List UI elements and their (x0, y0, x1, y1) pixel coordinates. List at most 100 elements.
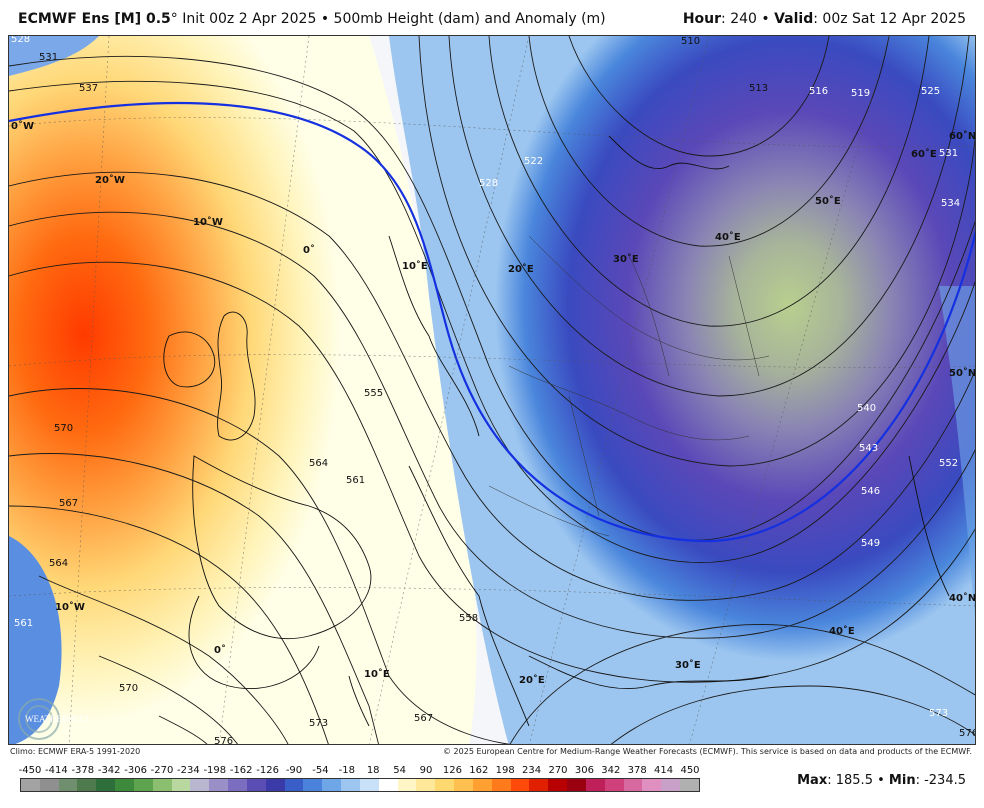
colorbar-swatch (416, 779, 436, 791)
colorbar-swatch (435, 779, 455, 791)
degree-symbol: ° (170, 11, 178, 27)
colorbar-tick-label: 54 (393, 765, 406, 776)
climo-credit: Climo: ECMWF ERA-5 1991-2020 (10, 747, 141, 756)
colorbar-tick-label: -162 (229, 765, 253, 776)
header-title: ECMWF Ens [M] 0.5° Init 00z 2 Apr 2025 •… (18, 11, 606, 27)
contour-540-line (9, 101, 975, 543)
bullet: • (877, 773, 885, 788)
colorbar-swatch (133, 779, 153, 791)
colorbar-swatch (454, 779, 473, 791)
lon-label: 20˚E (508, 263, 534, 275)
colorbar-tick-label: -342 (97, 765, 121, 776)
colorbar-swatch (585, 779, 605, 791)
lat-label: 40˚N (949, 592, 976, 604)
contour-label: 561 (14, 618, 33, 629)
contour-label: 573 (929, 708, 948, 719)
colorbar-ticks: -450 -414 -378 -342 -306 -270 -234 -198 -162 -126… (18, 765, 700, 777)
credits-bar: Climo: ECMWF ERA-5 1991-2020 © 2025 Euro… (8, 746, 976, 758)
graticule-labels: 0˚W 20˚W 10˚W 0˚ 10˚E 20˚E 30˚E 40˚E 50˚… (11, 120, 976, 686)
contour-labels: 510 513 516 519 522 525 528 531 534 537 … (11, 36, 976, 744)
contour-label: 567 (59, 498, 78, 509)
colorbar-swatch (567, 779, 586, 791)
colorbar-swatch (265, 779, 285, 791)
model-name: ECMWF Ens [M] 0.5 (18, 11, 171, 27)
colorbar-tick-label: 234 (522, 765, 542, 776)
colorbar-swatch (661, 779, 680, 791)
colorbar-swatch (378, 779, 398, 791)
colorbar-swatch (209, 779, 229, 791)
colorbar-swatch (604, 779, 624, 791)
lon-label: 40˚E (715, 231, 741, 243)
contour-label: 519 (851, 88, 870, 99)
colorbar-tick-label: -126 (256, 765, 279, 776)
lon-label: 30˚E (613, 253, 639, 265)
contour-label: 552 (939, 458, 958, 469)
header-valid: Hour: 240 • Valid: 00z Sat 12 Apr 2025 (683, 11, 966, 27)
contour-label: 513 (749, 83, 768, 94)
colorbar-tick-label: -90 (285, 765, 303, 776)
contour-label: 567 (414, 713, 433, 724)
colorbar-swatch (39, 779, 59, 791)
contour-label: 528 (11, 36, 30, 45)
hour-value: : 240 (721, 11, 757, 27)
colorbar-tick-label: -414 (45, 765, 68, 776)
colorbar-swatch (529, 779, 549, 791)
lat-label: 50˚N (949, 367, 976, 379)
coastlines (163, 135, 950, 727)
colorbar-swatch (284, 779, 304, 791)
colorbar-tick-label: 198 (495, 765, 515, 776)
contour-label: 561 (346, 475, 365, 486)
lon-label: 60˚E (911, 148, 937, 160)
colorbar-swatch (303, 779, 323, 791)
colorbar-tick-label: 378 (627, 765, 647, 776)
contour-label: 546 (861, 486, 880, 497)
colorbar-tick-label: -54 (312, 765, 329, 776)
max-value: : 185.5 (827, 773, 873, 788)
colorbar-swatch (246, 779, 266, 791)
lon-label: 10˚E (402, 260, 428, 272)
lon-label: 10˚W (193, 216, 223, 228)
lon-label: 40˚E (829, 625, 855, 637)
valid-value: : 00z Sat 12 Apr 2025 (813, 11, 966, 27)
colorbar-swatch (190, 779, 210, 791)
colorbar (20, 778, 700, 792)
colorbar-swatch (397, 779, 417, 791)
colorbar-tick-label: 306 (574, 765, 594, 776)
colorbar-tick-label: -234 (177, 765, 200, 776)
colorbar-tick-label: -450 (18, 765, 42, 776)
contour-label: 510 (681, 36, 700, 47)
weatherbell-logo: WEATHERBELL (18, 698, 91, 740)
ecmwf-credit: © 2025 European Centre for Medium-Range … (443, 747, 972, 756)
colorbar-swatch (472, 779, 492, 791)
colorbar-swatch (77, 779, 97, 791)
lon-label: 0˚ (303, 244, 315, 256)
colorbar-swatch (96, 779, 116, 791)
lon-label: 10˚W (55, 601, 85, 613)
logo-text: WEATHERBELL (25, 714, 91, 724)
anomaly-map[interactable]: 510 513 516 519 522 525 528 531 534 537 … (8, 35, 976, 745)
colorbar-swatch (58, 779, 78, 791)
contour-label: 543 (859, 443, 878, 454)
contour-label: 528 (479, 178, 498, 189)
contour-label: 576 (959, 728, 976, 739)
valid-label: Valid (774, 11, 814, 27)
contour-label: 525 (921, 86, 940, 97)
colorbar-swatch (548, 779, 568, 791)
colorbar-tick-label: -198 (203, 765, 227, 776)
contour-label: 558 (459, 613, 478, 624)
init-time: Init 00z 2 Apr 2025 (182, 11, 317, 27)
contour-label: 564 (49, 558, 68, 569)
contour-label: 564 (309, 458, 328, 469)
colorbar-tick-label: -270 (150, 765, 174, 776)
colorbar-swatch (623, 779, 643, 791)
contour-label: 531 (939, 148, 958, 159)
borders (488, 235, 770, 537)
contour-label: 534 (941, 198, 960, 209)
min-label: Min (888, 773, 916, 788)
contour-label: 555 (364, 388, 383, 399)
map-canvas: 510 513 516 519 522 525 528 531 534 537 … (9, 36, 976, 744)
graticule (9, 36, 975, 744)
colorbar-swatch (359, 779, 379, 791)
contour-label: 549 (861, 538, 880, 549)
colorbar-swatch (642, 779, 662, 791)
